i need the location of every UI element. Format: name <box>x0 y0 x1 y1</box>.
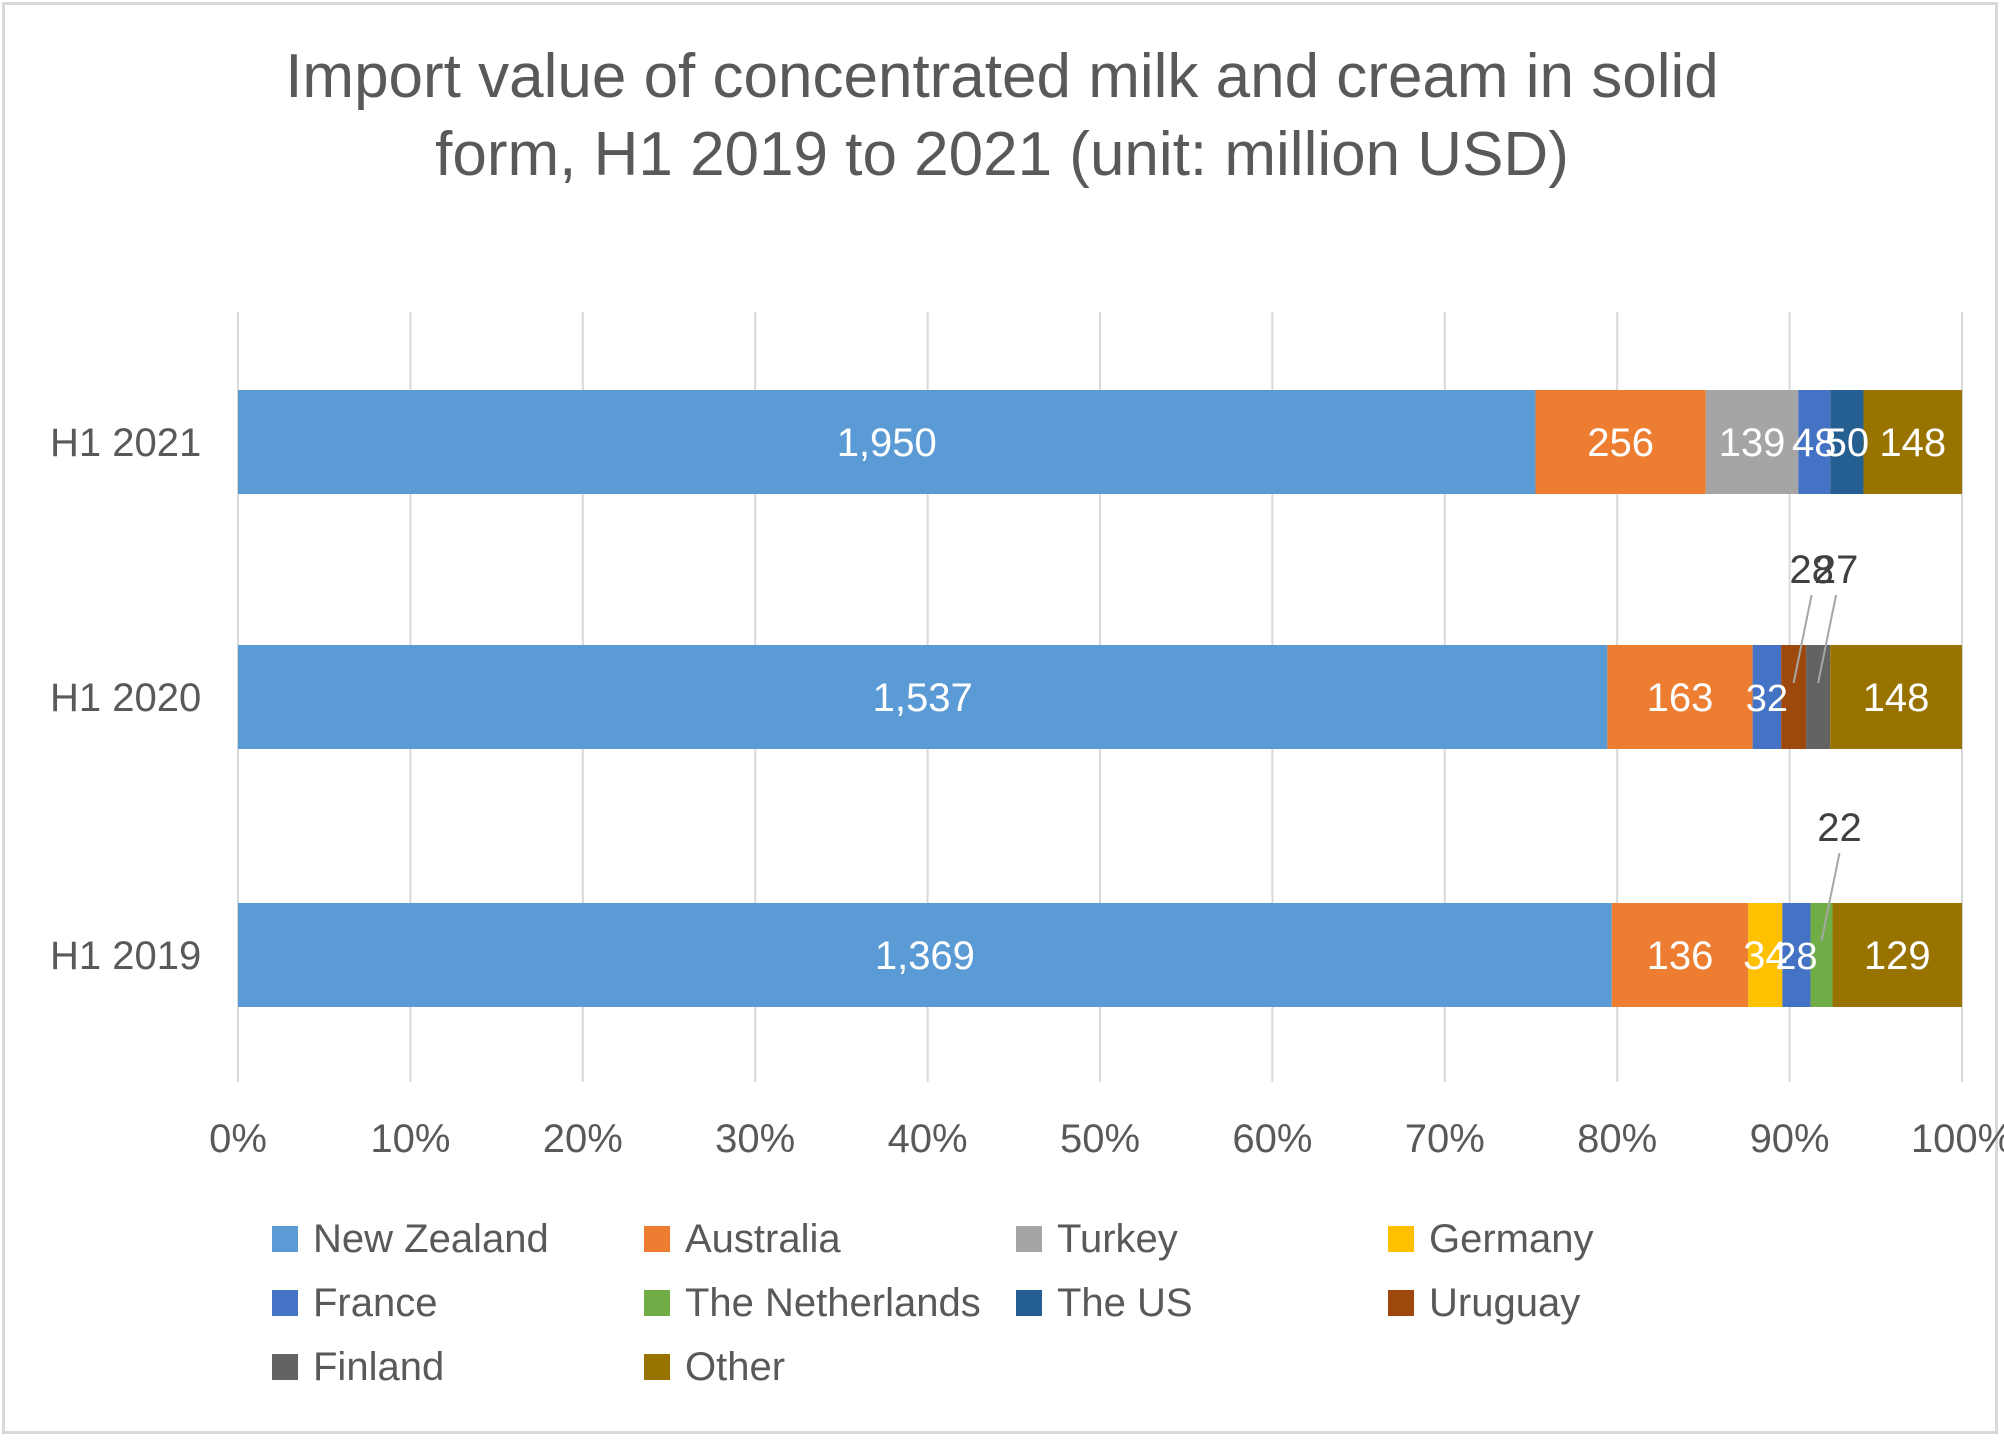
legend-swatch <box>1388 1290 1414 1316</box>
legend: New Zealand Australia Turkey Germany France T… <box>272 1212 1772 1394</box>
legend-item: The Netherlands <box>644 1276 1016 1330</box>
data-label: 28 <box>1775 936 1817 978</box>
bar-segment <box>1748 903 1783 1007</box>
bar-segment <box>1798 390 1831 494</box>
legend-label: The Netherlands <box>685 1280 981 1325</box>
data-label: 148 <box>1863 676 1930 720</box>
bar-segment <box>1705 390 1799 494</box>
legend-swatch <box>272 1226 298 1252</box>
data-label: 1,537 <box>873 676 973 720</box>
bar-segment <box>238 645 1608 749</box>
data-label: 139 <box>1719 421 1786 465</box>
x-tick-label: 90% <box>1750 1117 1830 1161</box>
bar-segment <box>1806 645 1831 749</box>
x-tick-label: 60% <box>1232 1117 1312 1161</box>
bar-segment <box>1611 903 1749 1007</box>
bar-segment <box>1830 645 1962 749</box>
x-tick-label: 80% <box>1577 1117 1657 1161</box>
legend-item: Finland <box>272 1340 644 1394</box>
axis-labels: 0% 10% 20% 30% 40% 50% 60% 70% 80% 90% 100% H1 2021… <box>50 421 2004 1161</box>
legend-item: France <box>272 1276 644 1330</box>
y-category-label: H1 2021 <box>50 421 201 465</box>
legend-swatch <box>272 1290 298 1316</box>
data-label: 148 <box>1879 421 1946 465</box>
data-label: 129 <box>1864 934 1931 978</box>
x-tick-label: 100% <box>1911 1117 2004 1161</box>
data-label-callout: 22 <box>1817 806 1862 850</box>
bar-segment <box>1832 903 1962 1007</box>
legend-label: France <box>313 1280 438 1325</box>
legend-label: Uruguay <box>1429 1280 1581 1325</box>
y-category-label: H1 2019 <box>50 934 201 978</box>
legend-swatch <box>1388 1226 1414 1252</box>
legend-item: Germany <box>1388 1212 1760 1266</box>
x-tick-label: 0% <box>209 1117 267 1161</box>
callout-leader <box>1792 594 1813 684</box>
legend-item: Uruguay <box>1388 1276 1760 1330</box>
legend-swatch <box>644 1290 670 1316</box>
legend-swatch <box>1016 1290 1042 1316</box>
data-label: 163 <box>1647 676 1714 720</box>
bar-segment <box>1830 390 1864 494</box>
bars <box>238 390 1962 1007</box>
data-label: 256 <box>1587 421 1654 465</box>
data-label: 136 <box>1647 934 1714 978</box>
legend-label: The US <box>1057 1280 1193 1325</box>
data-label: 34 <box>1743 934 1788 978</box>
legend-label: New Zealand <box>313 1216 549 1261</box>
legend-label: Germany <box>1429 1216 1594 1261</box>
legend-item: Other <box>644 1340 1016 1394</box>
legend-label: Other <box>685 1344 786 1389</box>
bar-segment <box>1782 903 1811 1007</box>
data-label: 1,369 <box>875 934 975 978</box>
x-tick-label: 40% <box>888 1117 968 1161</box>
bar-segment <box>238 903 1612 1007</box>
legend-label: Finland <box>313 1344 445 1389</box>
data-label: 32 <box>1746 678 1788 720</box>
data-label: 1,950 <box>837 421 937 465</box>
legend-item: Australia <box>644 1212 1016 1266</box>
x-tick-label: 10% <box>370 1117 450 1161</box>
callout-leader <box>1817 594 1838 684</box>
legend-swatch <box>272 1354 298 1380</box>
bar-segment <box>1781 645 1807 749</box>
bar-segment <box>1535 390 1706 494</box>
bar-segment <box>1607 645 1753 749</box>
legend-swatch <box>1016 1226 1042 1252</box>
x-tick-label: 30% <box>715 1117 795 1161</box>
legend-label: Turkey <box>1057 1216 1178 1261</box>
legend-swatch <box>644 1354 670 1380</box>
legend-item: The US <box>1016 1276 1388 1330</box>
legend-item: Turkey <box>1016 1212 1388 1266</box>
data-label-callout: 27 <box>1814 548 1859 592</box>
callout-leader <box>1820 852 1841 942</box>
bar-segment <box>1863 390 1962 494</box>
legend-swatch <box>644 1226 670 1252</box>
legend-label: Australia <box>685 1216 841 1261</box>
y-category-label: H1 2020 <box>50 676 201 720</box>
legend-item: New Zealand <box>272 1212 644 1266</box>
bar-segment <box>238 390 1536 494</box>
x-tick-label: 20% <box>543 1117 623 1161</box>
data-label-callout: 28 <box>1789 548 1834 592</box>
x-tick-label: 50% <box>1060 1117 1140 1161</box>
bar-segment <box>1810 903 1833 1007</box>
chart-title: Import value of concentrated milk and cr… <box>285 42 1719 189</box>
data-label: 50 <box>1825 421 1870 465</box>
x-tick-label: 70% <box>1405 1117 1485 1161</box>
bar-segment <box>1752 645 1782 749</box>
data-label: 48 <box>1792 421 1837 465</box>
